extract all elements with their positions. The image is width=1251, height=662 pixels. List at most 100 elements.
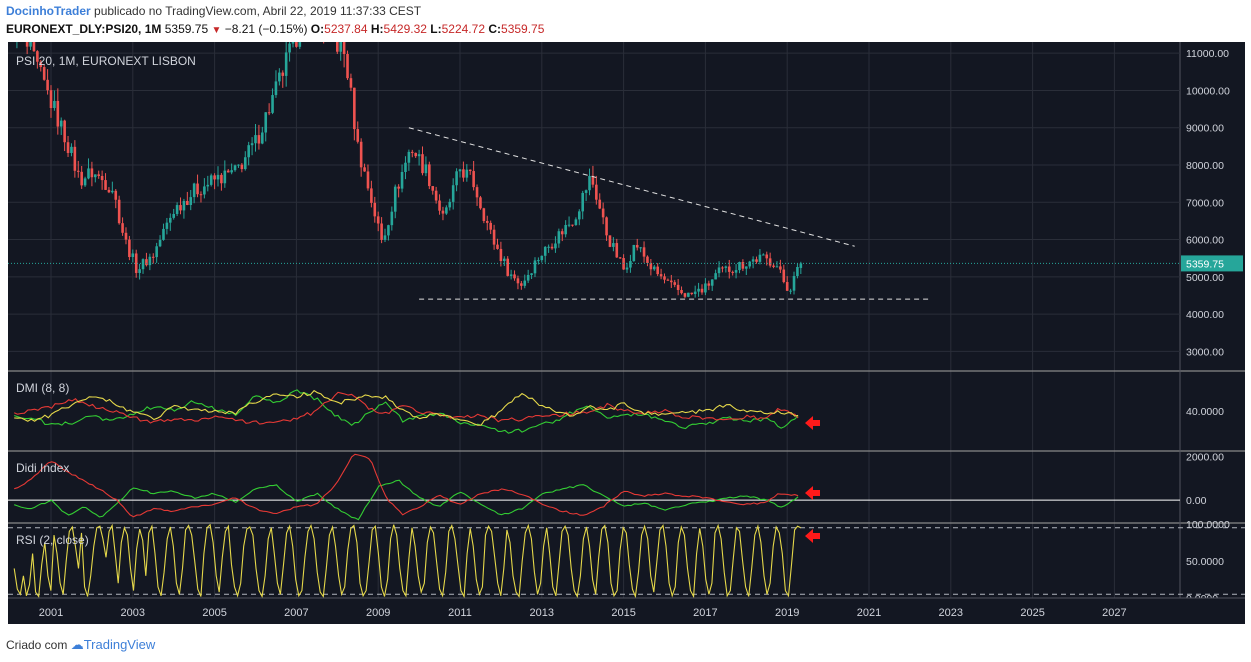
candle-body[interactable]	[550, 246, 554, 249]
candle-body[interactable]	[247, 145, 250, 158]
candle-body[interactable]	[533, 260, 537, 274]
candle-body[interactable]	[509, 274, 513, 276]
candle-body[interactable]	[111, 190, 114, 193]
candle-body[interactable]	[179, 205, 182, 211]
candle-body[interactable]	[410, 151, 414, 153]
candle-body[interactable]	[158, 239, 162, 247]
candle-body[interactable]	[547, 246, 550, 248]
candle-body[interactable]	[468, 169, 472, 172]
candle-body[interactable]	[697, 288, 700, 292]
candle-body[interactable]	[554, 243, 557, 249]
candle-body[interactable]	[261, 132, 264, 144]
candle-body[interactable]	[748, 261, 752, 267]
candle-body[interactable]	[632, 244, 636, 262]
candle-body[interactable]	[792, 276, 796, 291]
candle-body[interactable]	[438, 200, 441, 211]
candle-body[interactable]	[363, 167, 366, 172]
candle-body[interactable]	[455, 171, 458, 186]
candle-body[interactable]	[336, 35, 339, 52]
candle-body[interactable]	[100, 175, 104, 181]
candle-body[interactable]	[721, 267, 724, 269]
candle-body[interactable]	[29, 41, 32, 47]
candle-body[interactable]	[175, 205, 179, 214]
candle-body[interactable]	[53, 100, 56, 109]
candle-body[interactable]	[775, 266, 779, 268]
candle-body[interactable]	[186, 200, 189, 206]
candle-body[interactable]	[22, 35, 25, 36]
candle-body[interactable]	[359, 141, 363, 168]
candle-body[interactable]	[738, 261, 741, 271]
candle-body[interactable]	[652, 266, 656, 270]
candle-body[interactable]	[448, 201, 452, 208]
candle-body[interactable]	[319, 6, 322, 18]
candle-body[interactable]	[673, 282, 677, 285]
candle-body[interactable]	[451, 185, 455, 202]
candle-body[interactable]	[564, 225, 567, 235]
candle-body[interactable]	[731, 271, 734, 273]
candle-body[interactable]	[434, 190, 438, 201]
publisher-name[interactable]: DocinhoTrader	[6, 4, 91, 18]
candle-body[interactable]	[523, 280, 527, 286]
candle-body[interactable]	[724, 266, 728, 268]
candle-body[interactable]	[489, 222, 492, 230]
candle-body[interactable]	[758, 254, 762, 262]
candle-body[interactable]	[59, 120, 63, 127]
candle-body[interactable]	[165, 222, 169, 229]
candle-body[interactable]	[213, 175, 216, 180]
candle-body[interactable]	[36, 51, 39, 62]
candle-body[interactable]	[339, 41, 343, 52]
candle-body[interactable]	[199, 194, 203, 196]
candle-body[interactable]	[779, 266, 782, 270]
candle-body[interactable]	[700, 288, 704, 293]
candle-body[interactable]	[250, 143, 254, 146]
candle-body[interactable]	[431, 186, 435, 191]
candle-body[interactable]	[274, 81, 278, 96]
candle-body[interactable]	[465, 169, 469, 178]
candle-body[interactable]	[16, 26, 19, 39]
candle-body[interactable]	[370, 188, 373, 203]
candle-body[interactable]	[349, 78, 353, 88]
candle-body[interactable]	[19, 26, 22, 35]
candle-body[interactable]	[445, 207, 448, 214]
candle-body[interactable]	[421, 154, 424, 174]
candle-body[interactable]	[387, 225, 390, 236]
candle-body[interactable]	[155, 246, 158, 258]
candle-body[interactable]	[73, 146, 77, 171]
candle-body[interactable]	[417, 154, 421, 157]
candle-body[interactable]	[216, 174, 220, 180]
candle-body[interactable]	[635, 244, 639, 248]
candle-body[interactable]	[12, 15, 15, 39]
candle-body[interactable]	[676, 284, 680, 290]
candle-body[interactable]	[196, 183, 199, 195]
candle-body[interactable]	[530, 273, 533, 275]
candle-body[interactable]	[424, 164, 428, 174]
candle-body[interactable]	[298, 37, 302, 47]
candle-body[interactable]	[782, 269, 786, 283]
candle-body[interactable]	[104, 180, 107, 190]
candle-body[interactable]	[66, 142, 70, 153]
candle-body[interactable]	[141, 259, 145, 270]
candle-body[interactable]	[49, 90, 53, 109]
candle-body[interactable]	[264, 112, 268, 133]
candle-body[interactable]	[342, 41, 346, 54]
candle-body[interactable]	[472, 171, 475, 188]
candle-body[interactable]	[414, 152, 417, 157]
candle-body[interactable]	[271, 95, 274, 113]
candle-body[interactable]	[373, 202, 377, 217]
candle-body[interactable]	[639, 247, 642, 249]
candle-body[interactable]	[83, 178, 87, 186]
candle-body[interactable]	[407, 151, 411, 163]
candle-body[interactable]	[32, 41, 36, 52]
candle-body[interactable]	[39, 61, 43, 68]
candle-body[interactable]	[76, 170, 80, 172]
candle-body[interactable]	[117, 199, 121, 224]
candle-body[interactable]	[492, 229, 496, 245]
candle-body[interactable]	[591, 175, 595, 185]
candle-body[interactable]	[322, 18, 325, 29]
candle-body[interactable]	[520, 283, 523, 286]
candle-body[interactable]	[329, 21, 332, 22]
candle-body[interactable]	[206, 184, 210, 187]
candle-body[interactable]	[560, 231, 564, 235]
candle-body[interactable]	[526, 274, 530, 281]
candle-body[interactable]	[765, 254, 769, 259]
